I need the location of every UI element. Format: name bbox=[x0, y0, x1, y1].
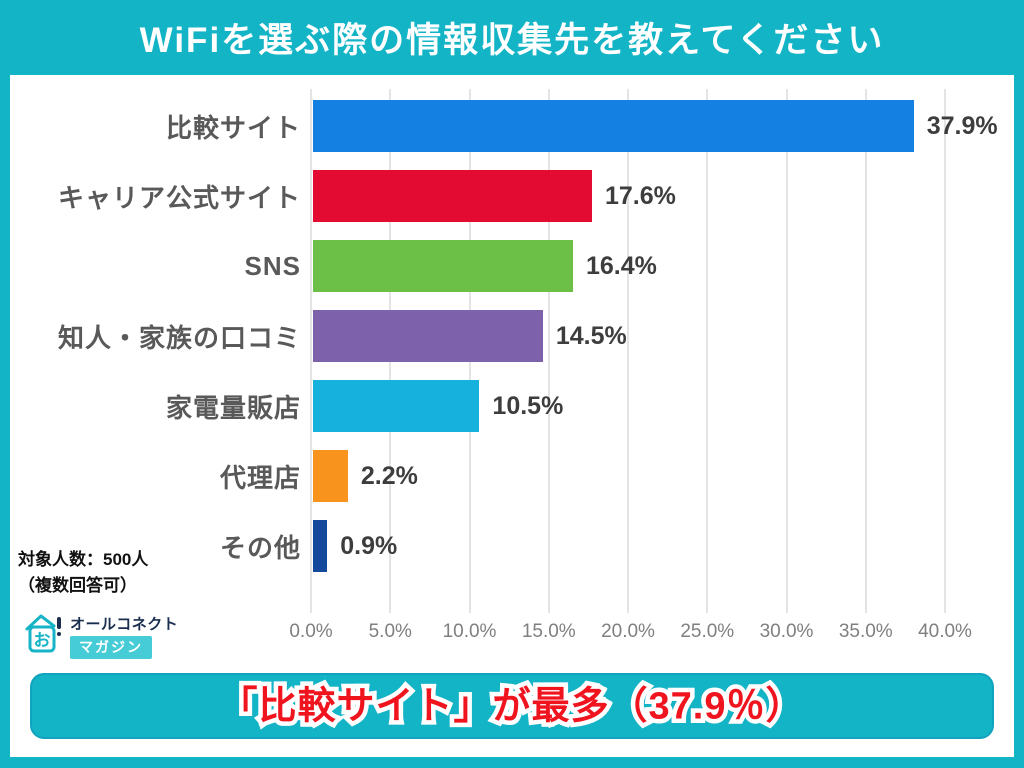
bar-row: 家電量販店 10.5% bbox=[10, 371, 1014, 441]
house-logo-icon: お bbox=[24, 613, 64, 655]
brand-logo: お オールコネクト マガジン bbox=[24, 613, 178, 659]
bar-row: 知人・家族の口コミ 14.5% bbox=[10, 301, 1014, 371]
svg-text:お: お bbox=[34, 631, 51, 650]
gridline bbox=[706, 89, 709, 613]
bar-row: 代理店 2.2% bbox=[10, 441, 1014, 511]
value-label: 14.5% bbox=[555, 321, 627, 350]
value-label: 0.9% bbox=[340, 531, 398, 560]
x-tick-label: 40.0% bbox=[918, 621, 972, 642]
gridline bbox=[785, 89, 788, 613]
survey-note: 対象人数：500人 （複数回答可） bbox=[18, 547, 148, 598]
page-title: WiFiを選ぶ際の情報収集先を教えてください bbox=[139, 21, 885, 60]
bar-row: その他 0.9% bbox=[10, 511, 1014, 581]
category-label: 比較サイト bbox=[165, 112, 301, 143]
gridline bbox=[547, 89, 550, 613]
bar bbox=[313, 310, 543, 362]
bar bbox=[313, 520, 328, 572]
value-label: 37.9% bbox=[926, 111, 998, 140]
value-label: 10.5% bbox=[492, 391, 564, 420]
x-axis: 0.0% 5.0% 10.0% 15.0% 20.0% 25.0% 30.0% 35.0% 40… bbox=[289, 621, 972, 647]
x-tick-label: 20.0% bbox=[601, 621, 655, 642]
x-tick-label: 5.0% bbox=[368, 621, 412, 642]
category-label: 家電量販店 bbox=[165, 392, 301, 423]
category-label: 知人・家族の口コミ bbox=[57, 322, 301, 353]
footer-headline: 「比較サイト」が最多（37.9％） bbox=[220, 686, 805, 728]
category-label: その他 bbox=[219, 532, 301, 563]
x-tick-label: 15.0% bbox=[521, 621, 576, 642]
bar-row: キャリア公式サイト 17.6% bbox=[10, 161, 1014, 231]
bar bbox=[313, 100, 914, 152]
logo-text: オールコネクト マガジン bbox=[70, 613, 178, 659]
x-tick-label: 25.0% bbox=[680, 621, 735, 642]
survey-note-line1: 対象人数：500人 bbox=[18, 550, 149, 569]
x-tick-label: 30.0% bbox=[759, 621, 814, 642]
chart-rows: 比較サイト 37.9% キャリア公式サイト 17.6% SNS 16.4% 知人・家族の口コ… bbox=[10, 91, 1014, 581]
bar bbox=[313, 380, 480, 432]
value-label: 2.2% bbox=[360, 461, 418, 490]
bar-row: SNS 16.4% bbox=[10, 231, 1014, 301]
gridline bbox=[944, 89, 946, 613]
logo-name: オールコネクト bbox=[70, 616, 179, 633]
value-label: 16.4% bbox=[585, 251, 657, 280]
footer-banner: 「比較サイト」が最多（37.9％） bbox=[30, 673, 994, 739]
chart-panel: 比較サイト 37.9% キャリア公式サイト 17.6% SNS 16.4% 知人・家族の口コ… bbox=[10, 75, 1014, 757]
gridline bbox=[627, 89, 629, 613]
category-label: 代理店 bbox=[219, 462, 301, 493]
bar bbox=[313, 240, 573, 292]
value-label: 17.6% bbox=[604, 181, 676, 210]
bar-row: 比較サイト 37.9% bbox=[10, 91, 1014, 161]
gridline bbox=[310, 89, 312, 613]
x-tick-label: 10.0% bbox=[442, 621, 497, 642]
logo-sub-badge: マガジン bbox=[70, 636, 152, 659]
x-tick-label: 35.0% bbox=[838, 621, 893, 642]
category-label: SNS bbox=[244, 250, 301, 281]
category-label: キャリア公式サイト bbox=[57, 182, 301, 213]
x-tick-label: 0.0% bbox=[289, 621, 333, 642]
bar bbox=[313, 170, 592, 222]
header-bar: WiFiを選ぶ際の情報収集先を教えてください bbox=[0, 0, 1024, 75]
bar bbox=[313, 450, 348, 502]
survey-note-line2: （複数回答可） bbox=[18, 575, 137, 595]
gridline bbox=[864, 89, 867, 613]
